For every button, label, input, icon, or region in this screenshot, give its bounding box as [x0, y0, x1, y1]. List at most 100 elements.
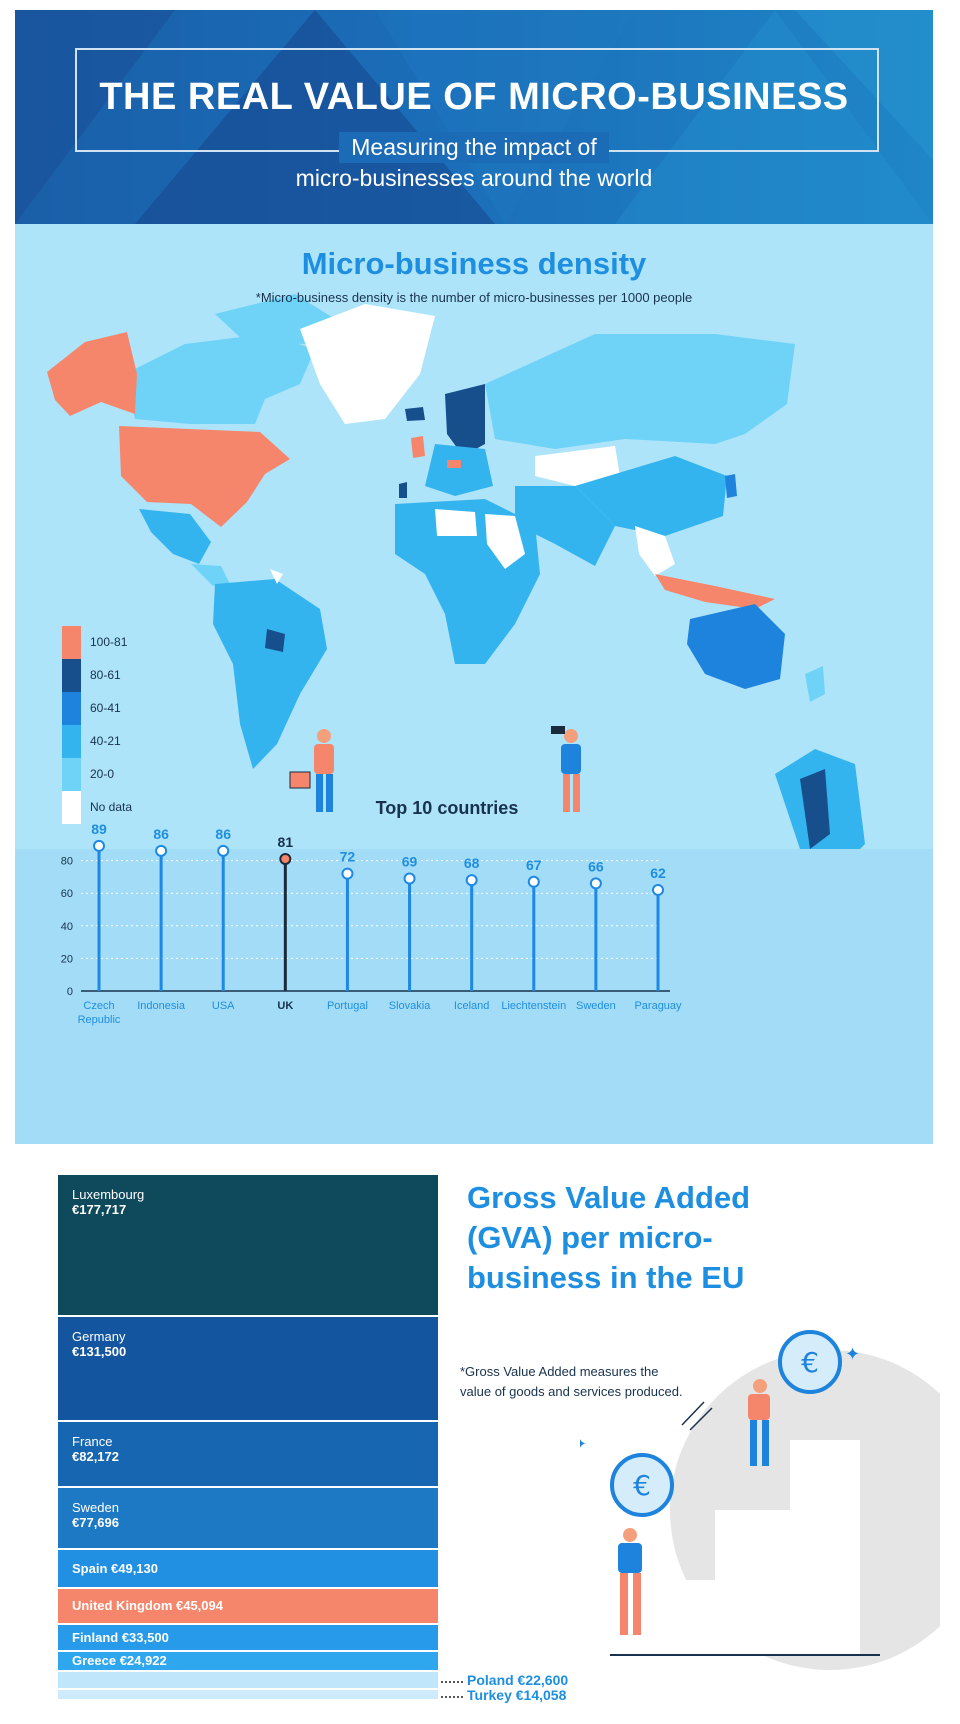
map-china	[575, 456, 727, 536]
gva-value: €177,717	[72, 1202, 127, 1217]
legend-swatch-0	[62, 626, 81, 659]
density-section: Micro-business density *Micro-business d…	[15, 224, 933, 1144]
gva-note: *Gross Value Added measures the value of…	[460, 1364, 683, 1399]
gva-bar: Spain €49,130	[58, 1550, 438, 1587]
data-label: 68	[464, 855, 480, 871]
gva-bar: Greece €24,922	[58, 1652, 438, 1670]
x-tick-label: Slovakia	[389, 1000, 431, 1012]
lollipop-dot	[465, 874, 478, 887]
legend-swatch-3	[62, 725, 81, 758]
map-kazakhstan	[535, 446, 620, 486]
map-uk	[411, 436, 425, 458]
gva-value: €82,172	[72, 1449, 119, 1464]
lollipop-dot	[155, 844, 168, 857]
gva-outside-label: Poland €22,600	[467, 1672, 569, 1688]
map-sudan	[485, 514, 525, 569]
map-libya	[435, 509, 477, 536]
lollipop-dot	[403, 872, 416, 885]
gva-country: France	[72, 1434, 113, 1449]
data-label: 69	[402, 854, 418, 870]
gva-bar: Germany €131,500	[58, 1317, 438, 1420]
page-subtitle: Measuring the impact of micro-businesses…	[15, 132, 933, 194]
x-tick-label: UK	[277, 1000, 293, 1012]
y-tick-label: 80	[61, 856, 73, 868]
y-tick-label: 40	[61, 921, 73, 933]
legend-swatch-4	[62, 758, 81, 791]
lollipop-dot	[652, 883, 664, 896]
gva-outside-label: Turkey €14,058	[467, 1686, 567, 1703]
data-label: 67	[526, 857, 542, 873]
page-title: THE REAL VALUE OF MICRO-BUSINESS	[99, 76, 849, 118]
lollipop-dot	[341, 867, 354, 880]
gva-country: Germany	[72, 1329, 126, 1344]
map-usa	[119, 426, 290, 527]
gva-bar: Sweden €77,696	[58, 1488, 438, 1548]
map-mexico	[139, 509, 211, 564]
zoom-sweden	[800, 769, 830, 849]
header-banner: THE REAL VALUE OF MICRO-BUSINESS Measuri…	[15, 10, 933, 224]
data-label: 81	[278, 834, 294, 850]
x-tick-label: Liechtenstein	[501, 1000, 566, 1012]
map-scandinavia	[445, 384, 485, 456]
lollipop-dot	[279, 852, 292, 865]
data-label: 89	[91, 821, 107, 837]
gva-bar: Finland €33,500	[58, 1625, 438, 1650]
x-tick-label: Paraguay	[634, 1000, 682, 1012]
lollipop-dot	[217, 844, 230, 857]
top10-title: Top 10 countries	[376, 798, 519, 818]
gva-value: €77,696	[72, 1515, 119, 1530]
gva-title: Gross Value Added (GVA) per micro-busine…	[467, 1180, 751, 1295]
map-alaska	[47, 332, 137, 416]
gva-bar: United Kingdom €45,094	[58, 1589, 438, 1623]
map-southeast-asia	[635, 526, 675, 576]
x-tick-label: Sweden	[576, 1000, 616, 1012]
x-tick-label: USA	[212, 1000, 235, 1012]
person-with-briefcase-illustration	[289, 729, 334, 812]
map-australia	[687, 604, 785, 689]
data-label: 86	[215, 826, 231, 842]
y-tick-label: 0	[67, 986, 73, 998]
legend-swatch-5	[62, 791, 81, 824]
gva-stairs-illustration: € € ✦ ✦	[580, 1330, 940, 1670]
legend-label: 80-61	[90, 668, 121, 682]
legend-label: 100-81	[90, 635, 128, 649]
data-label: 86	[153, 826, 169, 842]
svg-text:✦: ✦	[845, 1344, 860, 1365]
legend-swatch-1	[62, 659, 81, 692]
gva-value: €131,500	[72, 1344, 127, 1359]
y-tick-label: 60	[61, 888, 73, 900]
subtitle-line-2: micro-businesses around the world	[295, 165, 653, 191]
lollipop-dot	[589, 877, 602, 890]
map-middle-east	[515, 486, 615, 566]
x-tick-label: Indonesia	[137, 1000, 186, 1012]
map-paraguay	[265, 629, 285, 652]
gva-country: Sweden	[72, 1500, 119, 1515]
svg-text:✦: ✦	[580, 1434, 587, 1455]
map-indonesia	[655, 574, 775, 609]
map-europe	[425, 444, 493, 496]
lollipop-dot	[93, 839, 105, 852]
data-label: 62	[650, 865, 666, 881]
legend-label: 20-0	[90, 767, 115, 781]
map-south-america	[213, 579, 327, 769]
legend-label: 40-21	[90, 734, 121, 748]
map-canada	[125, 334, 315, 424]
svg-text:€: €	[633, 1469, 651, 1502]
header-background-pattern	[15, 10, 933, 224]
lollipop-dot	[527, 875, 540, 888]
subtitle-line-1: Measuring the impact of	[339, 132, 609, 163]
y-tick-label: 20	[61, 953, 73, 965]
data-label: 72	[340, 849, 356, 865]
gva-bar	[58, 1672, 438, 1688]
x-tick-label: Republic	[78, 1014, 121, 1026]
x-tick-label: Czech	[83, 1000, 114, 1012]
map-czech-republic	[447, 460, 461, 468]
map-new-zealand	[805, 666, 825, 702]
person-with-megaphone-illustration	[551, 726, 581, 812]
gva-country: Luxembourg	[72, 1187, 145, 1202]
data-label: 66	[588, 858, 604, 874]
gva-leader-line	[441, 1695, 463, 1698]
x-tick-label: Iceland	[454, 1000, 489, 1012]
map-russia	[485, 334, 795, 449]
map-greenland	[300, 304, 435, 424]
